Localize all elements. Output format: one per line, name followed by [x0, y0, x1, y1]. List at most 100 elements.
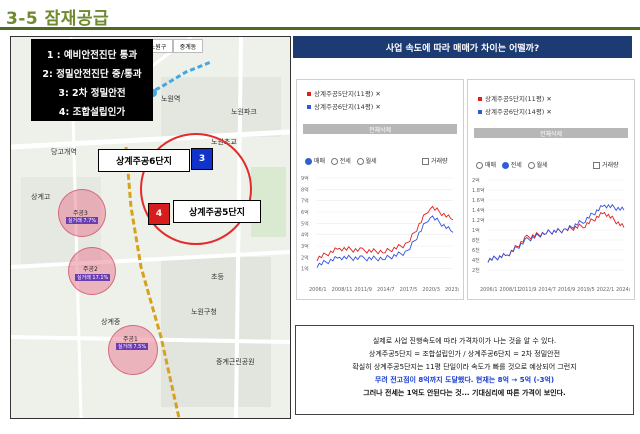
legend-label: 상계주공6단지(14평) — [485, 108, 545, 116]
x-tick-label: 2008/11 — [332, 287, 353, 293]
legend-label: 상계주공5단지(11평) — [314, 90, 374, 98]
radio-label: 매매 — [485, 162, 497, 169]
complex-marker[interactable] — [58, 189, 106, 237]
legend-swatch — [478, 97, 482, 101]
legend-item: 1 : 예비안전진단 통과 — [46, 50, 138, 61]
map-panel[interactable]: 노원구 중계동 노원역 노원파크 노원초교 상계고 당고개역 초등 상계중 노원… — [10, 36, 291, 419]
radio-label: 월세 — [365, 158, 377, 165]
clear-all-button[interactable]: 전체삭제 — [303, 124, 457, 134]
summary-line: 실제로 사업 진행속도에 따라 가격차이가 나는 것을 알 수 있다. — [372, 337, 557, 345]
y-tick-label: 1.6억 — [472, 197, 485, 204]
radio-label: 전세 — [339, 158, 351, 165]
target-area-circle — [140, 133, 252, 245]
map-tag: 초등 — [211, 273, 224, 281]
y-tick-label: 6천 — [472, 247, 480, 254]
x-tick-label: 2017/5 — [400, 287, 418, 293]
legend-item: 3: 2차 정밀안전 — [58, 88, 126, 99]
y-tick-label: 4천 — [472, 257, 480, 264]
complex-badge: 실거래 7.5% — [116, 343, 149, 350]
y-tick-label: 1억 — [301, 266, 309, 273]
series-line — [316, 215, 454, 268]
sanggye5-label[interactable]: 상계주공5단지 — [173, 200, 261, 223]
legend-row: 상계주공5단지(11평) ✕ — [307, 88, 381, 98]
legend-item: 2: 정밀안전진단 중/통과 — [42, 69, 142, 80]
y-tick-label: 4억 — [301, 232, 309, 239]
complex-name: 주공2 — [83, 266, 98, 273]
legend-swatch — [307, 105, 311, 109]
legend-swatch — [478, 110, 482, 114]
x-tick-label: 2014/7 — [538, 287, 556, 293]
complex-badge: 실거래 17.1% — [75, 274, 111, 281]
radio-label: 월세 — [536, 162, 548, 169]
clear-all-button[interactable]: 전체삭제 — [474, 128, 628, 138]
map-tag: 상계고 — [31, 193, 51, 201]
map-tag: 노원구청 — [191, 308, 217, 316]
map-tag: 상계중 — [101, 318, 121, 326]
y-tick-label: 2천 — [472, 267, 480, 274]
y-tick-label: 8천 — [472, 237, 480, 244]
legend-label: 상계주공6단지(14평) — [314, 103, 374, 111]
y-tick-label: 7억 — [301, 198, 309, 205]
radio-button[interactable] — [501, 162, 509, 169]
sanggye6-label[interactable]: 상계주공6단지 — [98, 149, 190, 172]
deal-type-radios[interactable]: 매매 전세 월세 — [476, 160, 548, 169]
legend-row: 상계주공6단지(14평) ✕ — [307, 101, 381, 111]
y-tick-label: 2억 — [301, 254, 309, 261]
summary-line: 상계주공5단지 = 조합설립인가 / 상계주공6단지 = 2차 정밀안전 — [368, 350, 561, 358]
section-banner: 사업 속도에 따라 매매가 차이는 어떨까? — [293, 36, 632, 58]
map-filter-dong[interactable]: 중계동 — [173, 39, 203, 53]
x-tick-label: 2008/11 — [499, 287, 520, 293]
radio-label: 매매 — [314, 158, 326, 165]
radio-button[interactable] — [527, 162, 535, 169]
x-tick-label: 2024/9 — [616, 287, 630, 293]
chart-panel-sale: 상계주공5단지(11평) ✕ 상계주공6단지(14평) ✕ 전체삭제 매매 전세… — [296, 79, 464, 300]
y-tick-label: 5억 — [301, 220, 309, 227]
map-tag: 노원역 — [161, 95, 181, 103]
complex-name: 주공1 — [123, 336, 138, 343]
radio-button[interactable] — [356, 158, 364, 165]
checkbox-box[interactable] — [593, 162, 600, 169]
series-line — [487, 203, 625, 263]
sanggye5-status-badge: 4 — [148, 203, 170, 225]
y-tick-label: 2억 — [472, 177, 480, 184]
checkbox-box[interactable] — [422, 158, 429, 165]
x-tick-label: 2016/9 — [558, 287, 576, 293]
y-tick-label: 3억 — [301, 243, 309, 250]
deal-type-radios[interactable]: 매매 전세 월세 — [305, 156, 377, 165]
legend-label: 상계주공5단지(11평) — [485, 95, 545, 103]
y-tick-label: 1.4억 — [472, 207, 485, 214]
summary-box: 실제로 사업 진행속도에 따라 가격차이가 나는 것을 알 수 있다. 상계주공… — [295, 325, 634, 415]
jeonse-price-chart: 2천 4천 6천 8천 1억 1.2억 1.4억 1.6억 1.8억 2억 2006/1 2008/1… — [472, 177, 630, 293]
legend-swatch — [307, 92, 311, 96]
x-tick-label: 2020/3 — [422, 287, 440, 293]
radio-button[interactable] — [476, 162, 483, 169]
checkbox-label: 거래량 — [602, 162, 619, 169]
title-underline — [0, 27, 640, 30]
radio-label: 전세 — [510, 162, 522, 169]
status-legend: 1 : 예비안전진단 통과 2: 정밀안전진단 중/통과 3: 2차 정밀안전 … — [31, 39, 153, 121]
x-tick-label: 2023/1 — [445, 287, 459, 293]
x-tick-label: 2006/1 — [480, 287, 498, 293]
legend-row: 상계주공5단지(11평) ✕ — [478, 93, 552, 103]
radio-button[interactable] — [305, 158, 312, 165]
volume-checkbox[interactable]: 거래량 — [422, 156, 448, 165]
chart-panel-jeonse: 상계주공5단지(11평) ✕ 상계주공6단지(14평) ✕ 전체삭제 매매 전세… — [467, 79, 635, 300]
y-tick-label: 9억 — [301, 175, 309, 182]
complex-marker[interactable] — [108, 325, 158, 375]
x-tick-label: 2019/5 — [577, 287, 595, 293]
x-tick-label: 2006/1 — [309, 287, 327, 293]
map-tag: 중계근린공원 — [216, 358, 255, 366]
complex-marker[interactable] — [68, 247, 116, 295]
radio-button[interactable] — [330, 158, 338, 165]
y-tick-label: 8억 — [301, 186, 309, 193]
map-tag: 당고개역 — [51, 148, 77, 156]
legend-item: 4: 조합설립인가 — [58, 107, 126, 118]
page-title: 3-5 잠재공급 — [6, 9, 110, 29]
x-tick-label: 2011/9 — [519, 287, 537, 293]
complex-name: 주공3 — [73, 210, 88, 217]
volume-checkbox[interactable]: 거래량 — [593, 160, 619, 169]
summary-highlight-line: 무려 전고점이 8억까지 도달했다. 현재는 8억 → 5억 (-3억) — [374, 376, 555, 384]
y-tick-label: 1.2억 — [472, 217, 485, 224]
x-tick-label: 2011/9 — [354, 287, 372, 293]
x-tick-label: 2014/7 — [377, 287, 395, 293]
